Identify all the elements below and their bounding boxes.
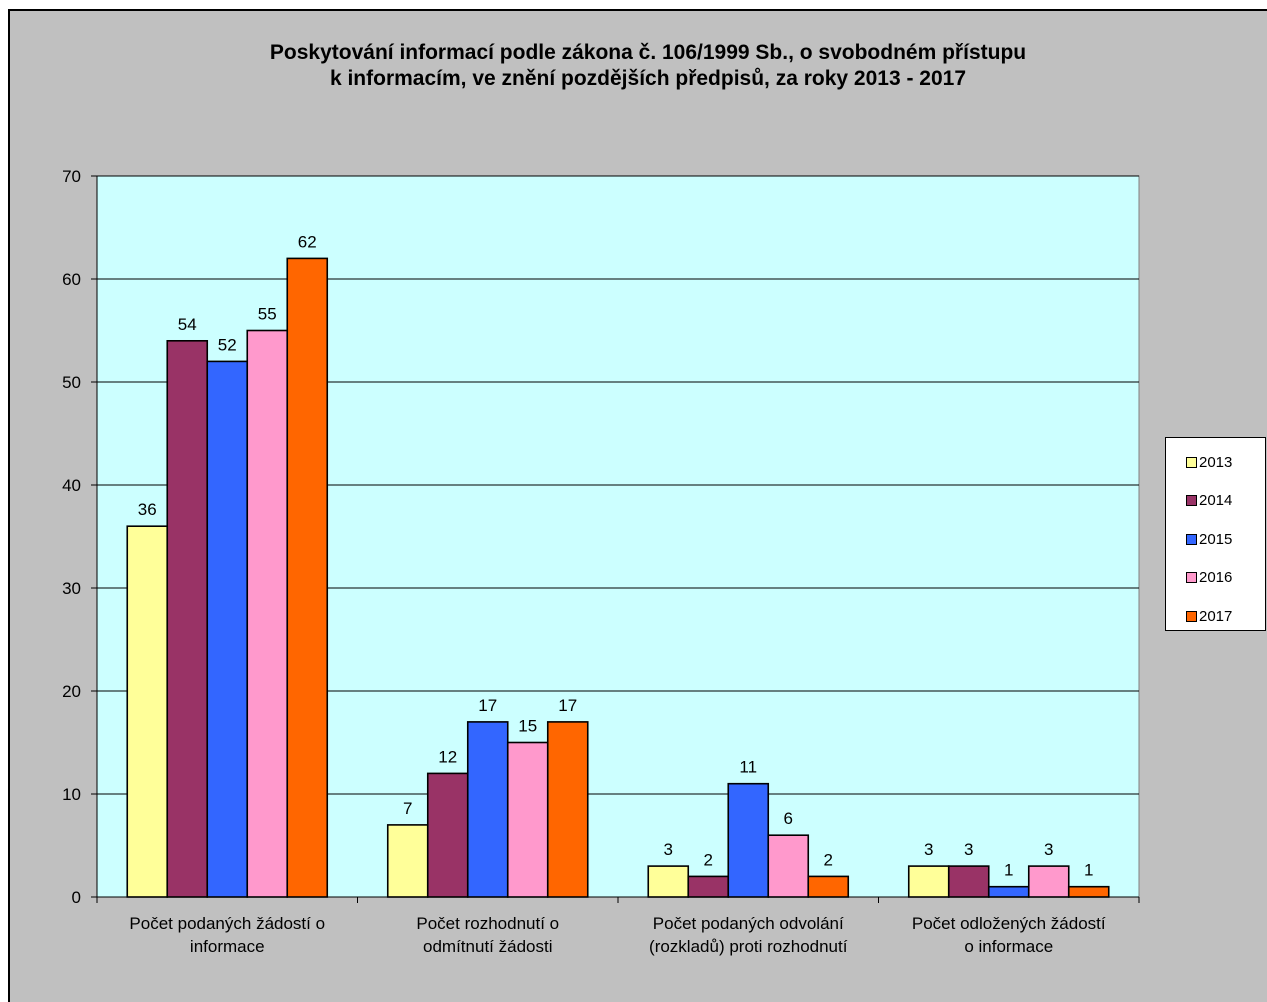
y-tick-label: 20	[62, 682, 81, 701]
legend-label: 2015	[1199, 530, 1233, 548]
bar	[807, 875, 850, 898]
legend-label: 2014	[1199, 492, 1233, 509]
y-tick-label: 40	[62, 476, 81, 495]
legend-swatch	[1186, 456, 1197, 468]
legend-label: 2016	[1199, 569, 1233, 586]
data-label: 17	[558, 696, 577, 715]
bar	[546, 721, 589, 898]
data-label: 7	[403, 799, 412, 818]
y-tick-label: 70	[62, 167, 81, 186]
bar	[727, 782, 770, 898]
bar	[386, 824, 429, 898]
bar	[286, 257, 329, 898]
bar	[1067, 885, 1110, 898]
bar	[687, 875, 730, 898]
data-label: 17	[478, 696, 497, 715]
data-label: 54	[178, 315, 197, 334]
legend-item: 2015	[1186, 529, 1232, 549]
y-tick-label: 30	[62, 579, 81, 598]
x-tick-label: o informace	[964, 937, 1053, 956]
bar	[647, 865, 690, 898]
data-label: 6	[784, 809, 793, 828]
chart-title-line-2: k informacím, ve znění pozdějších předpi…	[329, 67, 967, 90]
x-tick-label: Počet podaných žádostí o	[129, 914, 325, 933]
data-label: 36	[138, 500, 157, 519]
data-label: 52	[218, 335, 237, 354]
data-label: 62	[298, 232, 317, 251]
bar	[1027, 865, 1070, 898]
data-label: 3	[924, 840, 933, 859]
bar	[206, 360, 249, 898]
legend-swatch	[1186, 610, 1197, 622]
legend-item: 2014	[1186, 491, 1232, 511]
bar	[246, 329, 289, 898]
x-tick-label: Počet rozhodnutí o	[416, 914, 559, 933]
y-tick-label: 50	[62, 373, 81, 392]
data-label: 1	[1084, 861, 1093, 880]
data-label: 3	[1044, 840, 1053, 859]
legend-swatch	[1186, 572, 1197, 583]
chart-title: Poskytování informací podle zákona č. 10…	[0, 40, 1267, 92]
bar	[907, 865, 950, 898]
bar	[126, 525, 169, 898]
data-label: 3	[664, 840, 673, 859]
x-tick-label: Počet podaných odvolání	[653, 914, 844, 933]
bar	[947, 865, 990, 898]
data-label: 55	[258, 305, 277, 324]
data-label: 11	[739, 758, 757, 777]
chart-title-line-1: Poskytování informací podle zákona č. 10…	[269, 41, 1027, 64]
legend-item: 2016	[1186, 568, 1232, 588]
x-tick-label: Počet odložených žádostí	[912, 914, 1106, 933]
bar	[426, 772, 469, 898]
data-label: 12	[438, 747, 457, 766]
bar	[767, 834, 810, 898]
x-tick-label: odmítnutí žádosti	[423, 937, 552, 956]
data-label: 3	[964, 840, 973, 859]
data-label: 2	[704, 850, 713, 869]
data-label: 1	[1004, 861, 1013, 880]
legend: 2013 2014 2015 2016 2017	[1165, 437, 1266, 631]
legend-label: 2017	[1199, 607, 1233, 625]
legend-item: 2017	[1186, 606, 1232, 626]
legend-label: 2013	[1199, 453, 1233, 471]
y-tick-label: 60	[62, 270, 81, 289]
legend-item: 2013	[1186, 452, 1232, 472]
bar	[466, 721, 509, 898]
legend-swatch	[1186, 495, 1197, 506]
y-tick-label: 0	[72, 888, 81, 907]
x-tick-label: informace	[190, 937, 265, 956]
bar	[506, 741, 549, 898]
data-label: 15	[518, 717, 537, 736]
data-label: 2	[824, 850, 833, 869]
legend-swatch	[1186, 533, 1197, 545]
bar	[987, 885, 1030, 898]
bar	[166, 339, 209, 898]
y-tick-label: 10	[62, 785, 81, 804]
x-tick-label: (rozkladů) proti rozhodnutí	[649, 937, 848, 956]
